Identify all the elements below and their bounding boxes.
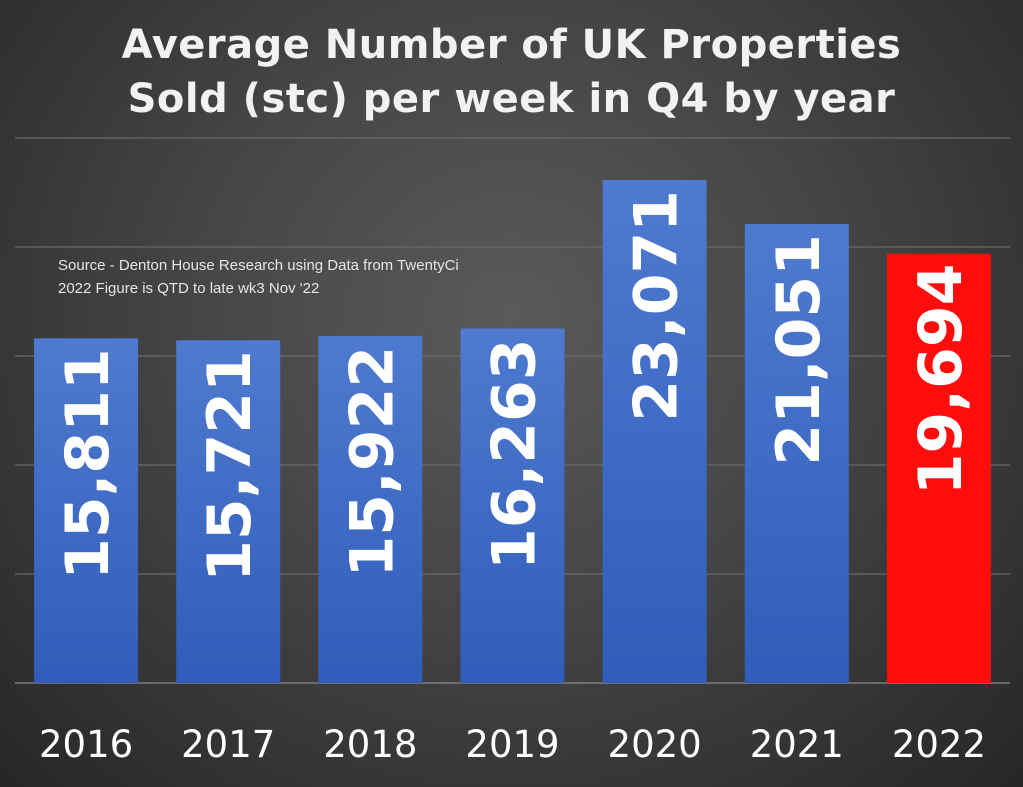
bar-2022: [886, 253, 991, 683]
data-label: 23,071: [622, 190, 692, 422]
data-label: 15,721: [195, 350, 265, 582]
x-tick-label: 2018: [323, 723, 417, 766]
x-tick-label: 2016: [39, 723, 133, 766]
source-note-line-1: Source - Denton House Research using Dat…: [58, 257, 459, 274]
x-tick-label: 2017: [181, 723, 275, 766]
bar-2019: [460, 328, 565, 683]
chart-title-line-1: Average Number of UK Properties: [121, 22, 902, 68]
bar-2020: [602, 180, 707, 684]
bar-2021: [744, 224, 849, 683]
bar-2016: [34, 338, 139, 683]
data-label: 19,694: [906, 264, 976, 496]
chart-title-line-2: Sold (stc) per week in Q4 by year: [127, 76, 896, 122]
x-tick-label: 2021: [750, 723, 844, 766]
bar-2017: [176, 340, 281, 683]
data-label: 16,263: [480, 338, 550, 570]
source-note-line-2: 2022 Figure is QTD to late wk3 Nov '22: [58, 280, 320, 297]
chart-title: Average Number of UK Properties Sold (st…: [0, 18, 1023, 126]
bar-2018: [318, 335, 423, 683]
x-tick-label: 2019: [465, 723, 559, 766]
x-tick-label: 2022: [892, 723, 986, 766]
data-label: 15,811: [53, 348, 123, 580]
data-label: 21,051: [764, 234, 834, 466]
source-note: Source - Denton House Research using Dat…: [58, 254, 459, 300]
data-label: 15,922: [337, 346, 407, 578]
x-tick-label: 2020: [608, 723, 702, 766]
